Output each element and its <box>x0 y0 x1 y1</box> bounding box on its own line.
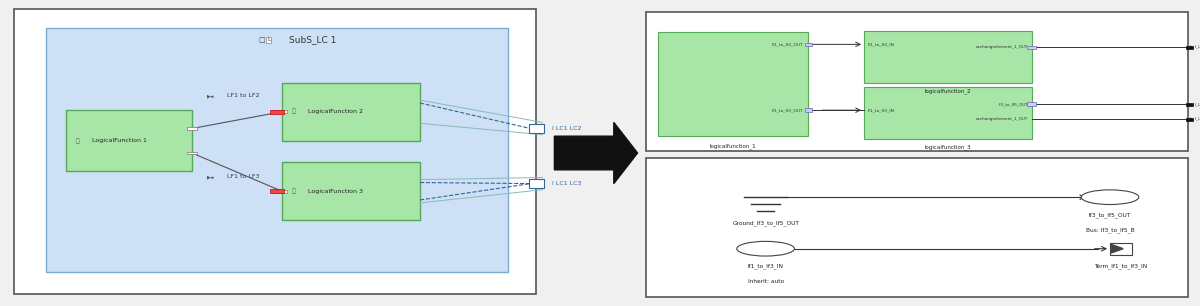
Text: Ground_lf3_to_lf5_OUT: Ground_lf3_to_lf5_OUT <box>732 220 799 226</box>
FancyBboxPatch shape <box>864 31 1032 83</box>
FancyBboxPatch shape <box>187 152 197 154</box>
FancyBboxPatch shape <box>646 12 1188 151</box>
FancyBboxPatch shape <box>187 127 197 130</box>
FancyBboxPatch shape <box>529 179 544 188</box>
Text: □: □ <box>258 37 265 43</box>
FancyBboxPatch shape <box>282 162 420 220</box>
Circle shape <box>737 241 794 256</box>
FancyArrow shape <box>1111 244 1123 253</box>
Text: LF1 to LF2: LF1 to LF2 <box>227 93 259 98</box>
Text: I LC1 LC3: I LC1 LC3 <box>552 181 582 186</box>
Text: logicalfunction_3: logicalfunction_3 <box>925 145 971 151</box>
FancyBboxPatch shape <box>282 83 420 141</box>
Text: lf1_to_lf2_OUT: lf1_to_lf2_OUT <box>772 42 803 47</box>
FancyBboxPatch shape <box>46 28 508 272</box>
FancyBboxPatch shape <box>270 189 284 193</box>
FancyBboxPatch shape <box>1027 102 1036 106</box>
Text: lf1_to_lf3_IN: lf1_to_lf3_IN <box>868 108 894 112</box>
Text: ▶ I_LC1_LC2 :lf3_to_lf5: ▶ I_LC1_LC2 :lf3_to_lf5 <box>1190 102 1200 106</box>
Text: LogicalFunction 1: LogicalFunction 1 <box>92 138 148 143</box>
Text: lf3_to_lf5_OUT: lf3_to_lf5_OUT <box>1088 212 1132 218</box>
Text: Ⓤ: Ⓤ <box>76 138 79 144</box>
Text: LogicalFunction 3: LogicalFunction 3 <box>308 189 364 194</box>
Text: Ⓤ: Ⓤ <box>292 109 295 114</box>
Text: Inherit: auto: Inherit: auto <box>748 279 784 284</box>
Text: ▶◄: ▶◄ <box>208 174 215 179</box>
Text: Term_lf1_to_lf3_IN: Term_lf1_to_lf3_IN <box>1094 263 1147 269</box>
Text: Bus: lf3_to_lf5_B: Bus: lf3_to_lf5_B <box>1086 228 1134 233</box>
Text: ▶ I_LC1_LC2 :exchangeelement_1: ▶ I_LC1_LC2 :exchangeelement_1 <box>1190 45 1200 50</box>
FancyBboxPatch shape <box>805 108 812 112</box>
FancyBboxPatch shape <box>276 110 288 113</box>
Text: LogicalFunction 2: LogicalFunction 2 <box>308 109 364 114</box>
FancyBboxPatch shape <box>658 32 808 136</box>
FancyArrow shape <box>554 122 637 184</box>
Text: exchangeelement_1_OUT: exchangeelement_1_OUT <box>976 45 1028 50</box>
Text: lf1_to_lf3_OUT: lf1_to_lf3_OUT <box>772 108 803 112</box>
Text: ▶◄: ▶◄ <box>208 93 215 98</box>
FancyBboxPatch shape <box>805 43 812 46</box>
FancyBboxPatch shape <box>270 110 284 114</box>
Text: Ⓤ: Ⓤ <box>292 188 295 194</box>
Circle shape <box>1081 190 1139 204</box>
FancyBboxPatch shape <box>1110 243 1132 255</box>
FancyBboxPatch shape <box>66 110 192 171</box>
Text: LF1 to LF3: LF1 to LF3 <box>227 174 259 179</box>
Text: lf3_to_lf5_OUT: lf3_to_lf5_OUT <box>998 102 1028 106</box>
Text: logicalfunction_1: logicalfunction_1 <box>709 143 756 149</box>
FancyBboxPatch shape <box>276 190 288 193</box>
Text: logicalfunction_2: logicalfunction_2 <box>925 88 971 94</box>
Text: 1: 1 <box>1108 193 1112 202</box>
Text: SubS_LC 1: SubS_LC 1 <box>289 35 336 44</box>
FancyBboxPatch shape <box>1186 46 1193 49</box>
Text: exchangeelement_1_OUT: exchangeelement_1_OUT <box>976 117 1028 121</box>
Text: lf1_to_lf3_IN: lf1_to_lf3_IN <box>748 263 784 269</box>
Text: ▶ I_LC1_LC3 :exchangeelement_1: ▶ I_LC1_LC3 :exchangeelement_1 <box>1190 117 1200 121</box>
Text: 1: 1 <box>763 244 768 253</box>
FancyBboxPatch shape <box>14 9 536 294</box>
FancyBboxPatch shape <box>1186 118 1193 121</box>
Text: I LC1 LC2: I LC1 LC2 <box>552 126 582 131</box>
FancyBboxPatch shape <box>529 124 544 133</box>
Text: L: L <box>268 37 271 42</box>
FancyBboxPatch shape <box>864 87 1032 139</box>
FancyBboxPatch shape <box>1027 46 1036 49</box>
FancyBboxPatch shape <box>646 158 1188 297</box>
Text: lf1_to_lf2_IN: lf1_to_lf2_IN <box>868 42 894 47</box>
FancyBboxPatch shape <box>1186 103 1193 106</box>
